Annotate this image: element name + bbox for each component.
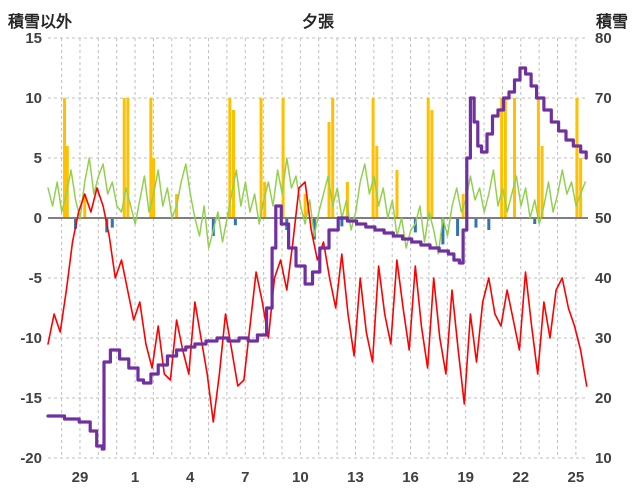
x-tick-label: 4 xyxy=(186,469,195,486)
y-left-tick-label: -20 xyxy=(20,450,42,467)
x-tick-label: 29 xyxy=(72,469,89,486)
orange-bars-bar xyxy=(426,98,430,218)
right-axis-title: 積雪 xyxy=(595,14,628,31)
y-left-tick-label: -15 xyxy=(20,390,42,407)
blue-bars-bar xyxy=(312,218,316,240)
orange-bars-bar xyxy=(500,98,504,218)
orange-bars-bar xyxy=(303,194,307,218)
orange-bars-bar xyxy=(65,146,69,218)
chart-title: 夕張 xyxy=(301,14,334,31)
blue-bars-bar xyxy=(110,218,114,228)
x-tick-label: 16 xyxy=(402,469,419,486)
orange-bars-bar xyxy=(513,98,517,218)
orange-bars-bar xyxy=(575,98,579,218)
orange-bars-bar xyxy=(540,146,544,218)
x-tick-label: 19 xyxy=(457,469,474,486)
orange-bars-bar xyxy=(152,158,156,218)
blue-bars-bar xyxy=(233,218,237,226)
orange-bars-bar xyxy=(331,98,335,218)
orange-bars-bar xyxy=(83,194,87,218)
y-right-tick-label: 30 xyxy=(595,330,612,347)
orange-bars-bar xyxy=(579,158,583,218)
orange-bars-bar xyxy=(395,170,399,218)
blue-bars-bar xyxy=(456,218,460,236)
orange-bars-bar xyxy=(327,122,331,218)
orange-bars-bar xyxy=(503,98,507,218)
x-tick-label: 1 xyxy=(131,469,139,486)
blue-bars-bar xyxy=(474,218,478,228)
orange-bars-bar xyxy=(263,182,267,218)
y-left-tick-label: 5 xyxy=(34,150,42,167)
orange-bars-bar xyxy=(536,98,540,218)
orange-bars-bar xyxy=(430,110,434,218)
orange-bars-bar xyxy=(232,110,236,218)
blue-bars-bar xyxy=(413,218,417,233)
green-line xyxy=(47,157,586,255)
x-tick-label: 7 xyxy=(241,469,249,486)
orange-bars-bar xyxy=(281,98,285,218)
orange-bars-bar xyxy=(371,98,375,218)
y-right-tick-label: 60 xyxy=(595,150,612,167)
orange-bars-bar xyxy=(259,98,263,218)
red-line xyxy=(47,181,588,423)
orange-bars-bar xyxy=(122,98,126,218)
blue-bars-bar xyxy=(441,218,445,245)
x-tick-label: 13 xyxy=(347,469,364,486)
blue-bars-bar xyxy=(533,218,537,224)
y-right-tick-label: 20 xyxy=(595,390,612,407)
y-right-tick-label: 70 xyxy=(595,90,612,107)
blue-bars-bar xyxy=(487,218,491,230)
y-left-tick-label: -10 xyxy=(20,330,42,347)
y-left-tick-label: -5 xyxy=(29,270,42,287)
y-right-tick-label: 80 xyxy=(595,30,612,47)
y-right-tick-label: 40 xyxy=(595,270,612,287)
orange-bars-bar xyxy=(126,98,130,218)
orange-bars-bar xyxy=(375,146,379,218)
y-left-tick-label: 0 xyxy=(34,210,42,227)
x-tick-label: 25 xyxy=(568,469,585,486)
y-right-tick-label: 10 xyxy=(595,450,612,467)
x-tick-label: 22 xyxy=(512,469,529,486)
chart-header: 積雪以外 夕張 積雪 xyxy=(0,6,636,31)
y-left-tick-label: 15 xyxy=(25,30,42,47)
orange-bars-bar xyxy=(63,98,67,218)
purple-line-sekisetsu xyxy=(46,66,588,451)
y-left-tick-label: 10 xyxy=(25,90,42,107)
orange-bars-bar xyxy=(345,182,349,218)
orange-bars-bar xyxy=(149,98,153,218)
x-tick-label: 10 xyxy=(292,469,309,486)
y-right-tick-label: 50 xyxy=(595,210,612,227)
left-axis-title: 積雪以外 xyxy=(8,14,73,31)
orange-bars-bar xyxy=(228,98,232,218)
blue-bars-bar xyxy=(340,218,344,227)
